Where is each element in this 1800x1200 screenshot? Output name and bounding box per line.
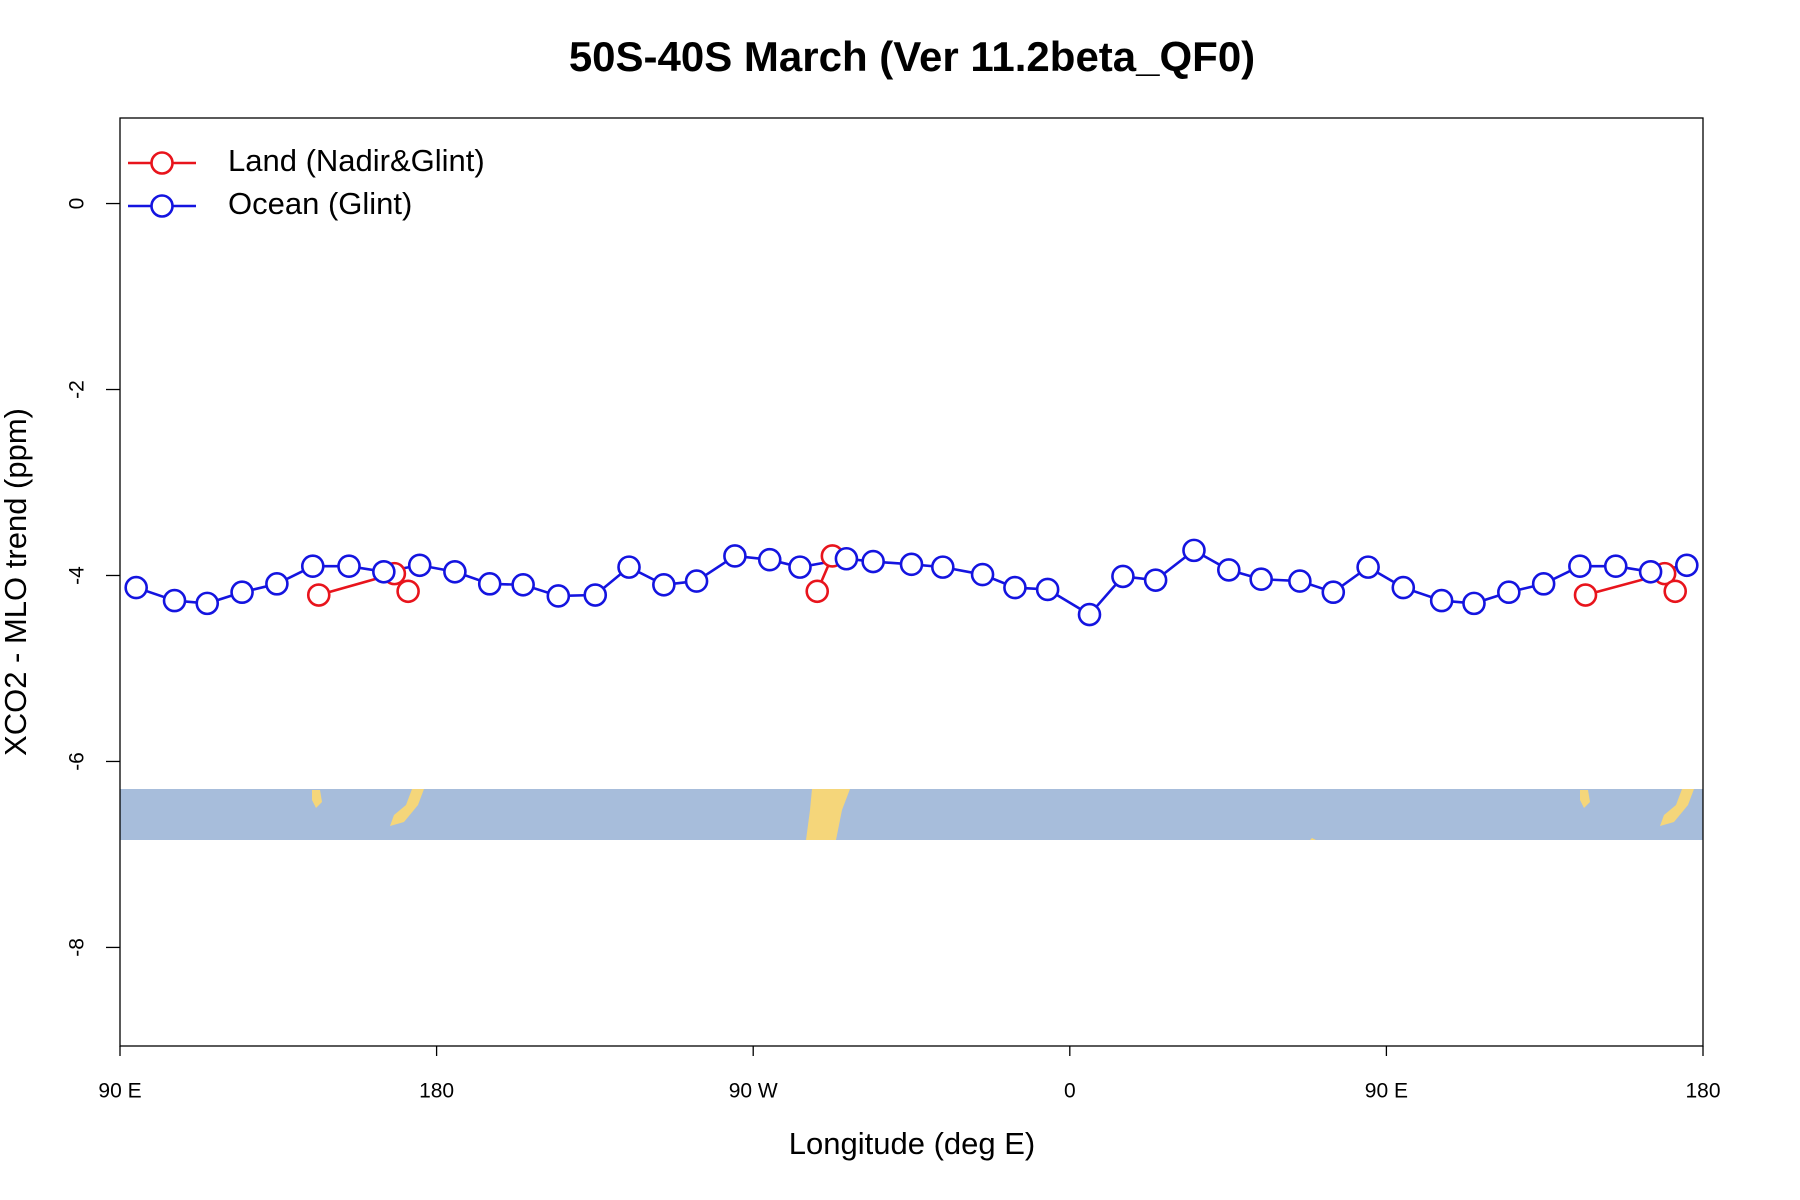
point (1321, 580, 1346, 605)
land-mask-strip (120, 789, 1703, 840)
point (723, 544, 747, 568)
point (1675, 553, 1699, 578)
chart-title: 50S-40S March (Ver 11.2beta_QF0) (569, 33, 1255, 80)
point (396, 579, 420, 604)
point (195, 591, 220, 616)
point (757, 547, 782, 572)
point (1111, 564, 1135, 589)
point (162, 588, 187, 613)
point (1356, 555, 1380, 579)
point (1003, 575, 1027, 600)
point (1663, 579, 1688, 604)
point (1143, 568, 1168, 592)
x-tick-label: 90 E (98, 1080, 141, 1103)
point (1035, 577, 1060, 602)
point (230, 580, 254, 605)
y-tick-label: -4 (66, 566, 89, 585)
point (1249, 567, 1273, 592)
x-tick-label: 90 W (729, 1080, 778, 1103)
y-axis-title: XCO2 - MLO trend (ppm) (0, 408, 33, 756)
point (583, 583, 608, 607)
point (1497, 580, 1521, 605)
point (1391, 575, 1416, 600)
point (1603, 554, 1628, 578)
x-tick-label: 180 (419, 1080, 454, 1103)
point (1217, 558, 1241, 582)
y-tick-label: -2 (66, 380, 89, 399)
point (617, 555, 641, 579)
point (1077, 602, 1102, 627)
point (407, 553, 432, 578)
point (788, 555, 812, 579)
point (1462, 591, 1486, 616)
y-tick-label: -8 (66, 938, 89, 957)
point (300, 554, 325, 578)
x-tick-label: 90 E (1365, 1080, 1408, 1103)
y-tick-label: 0 (66, 198, 89, 210)
point (1573, 583, 1598, 607)
point (1638, 559, 1663, 584)
point (1568, 554, 1592, 578)
x-tick-label: 0 (1064, 1080, 1076, 1103)
point (1182, 538, 1206, 563)
point (861, 549, 885, 574)
plot-frame (119, 117, 1704, 1047)
point (306, 583, 331, 607)
point (684, 569, 709, 593)
point (834, 546, 859, 571)
point (805, 579, 830, 604)
point (477, 572, 502, 596)
point (265, 572, 289, 596)
point (124, 575, 148, 600)
legend-label: Land (Nadir&Glint) (228, 143, 485, 178)
point (337, 554, 361, 578)
point (1288, 569, 1312, 593)
point (511, 572, 535, 597)
point (1429, 588, 1454, 613)
legend-marker (150, 194, 174, 218)
point (931, 555, 955, 579)
point (546, 584, 571, 608)
x-axis-title: Longitude (deg E) (789, 1126, 1035, 1161)
point (372, 559, 396, 584)
point (443, 559, 467, 584)
point (970, 562, 995, 587)
point (899, 552, 924, 577)
legend-label: Ocean (Glint) (228, 186, 412, 221)
point (1531, 572, 1556, 596)
point (652, 572, 676, 597)
legend-marker (150, 151, 174, 175)
y-tick-label: -6 (66, 752, 89, 771)
x-tick-label: 180 (1685, 1080, 1720, 1103)
